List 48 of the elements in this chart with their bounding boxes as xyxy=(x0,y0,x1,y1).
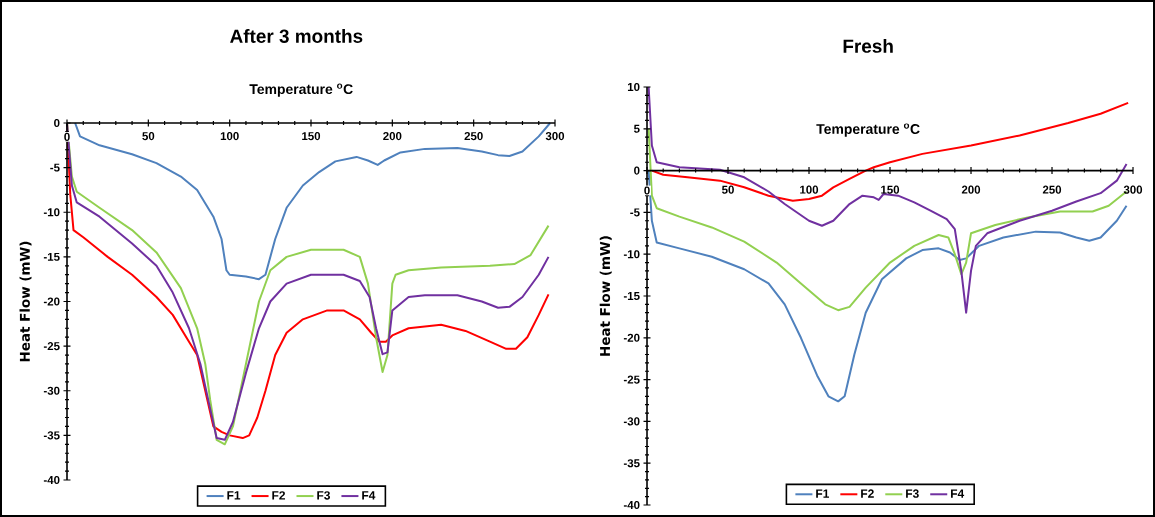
x-tick-label: 300 xyxy=(1123,185,1143,194)
x-tick-label: 250 xyxy=(1042,185,1062,194)
y-tick-label: -5 xyxy=(630,208,640,217)
y-tick-label: -20 xyxy=(623,333,640,342)
x-tick-label: 300 xyxy=(545,132,565,141)
y-tick-label: -25 xyxy=(623,375,640,384)
y-axis-title: Heat Flow (mW) xyxy=(599,236,612,356)
y-tick-label: -30 xyxy=(623,417,640,426)
legend-label: F2 xyxy=(272,491,286,500)
x-tick-label: 100 xyxy=(800,185,819,194)
y-tick-label: -35 xyxy=(43,431,60,440)
y-tick-label: -40 xyxy=(623,500,640,510)
legend-label: F3 xyxy=(906,489,919,498)
y-tick-label: -30 xyxy=(43,386,60,395)
y-tick-label: 5 xyxy=(633,124,640,133)
x-tick-label: 50 xyxy=(722,185,734,194)
y-tick-label: 0 xyxy=(54,118,60,128)
y-tick-label: -15 xyxy=(43,252,60,261)
x-tick-label: 200 xyxy=(961,185,981,194)
legend-label: F2 xyxy=(861,489,874,498)
x-tick-label: 0 xyxy=(644,186,650,195)
x-tick-label: 150 xyxy=(881,185,900,194)
chart-title: Fresh xyxy=(843,38,893,53)
y-tick-label: -25 xyxy=(43,342,60,351)
x-tick-label: 250 xyxy=(464,132,483,141)
y-tick-label: 10 xyxy=(627,82,640,92)
legend-label: F1 xyxy=(816,489,830,498)
y-tick-label: -5 xyxy=(50,163,60,172)
x-tick-label: 0 xyxy=(64,132,70,141)
x-tick-label: 200 xyxy=(383,132,402,141)
x-tick-label: 50 xyxy=(142,132,155,141)
y-tick-label: -35 xyxy=(623,459,640,468)
legend-label: F4 xyxy=(951,489,965,498)
y-tick-label: -15 xyxy=(623,292,640,300)
x-axis-title: Temperature $^{o}$C xyxy=(249,83,353,97)
x-tick-label: 150 xyxy=(302,132,321,141)
y-tick-label: -10 xyxy=(623,250,640,259)
y-tick-label: -40 xyxy=(43,475,60,485)
legend-label: F3 xyxy=(317,491,331,500)
x-tick-label: 100 xyxy=(220,132,239,141)
y-axis-title: Heat Flow (mW) xyxy=(19,241,32,362)
y-tick-label: 0 xyxy=(634,166,640,175)
y-tick-label: -20 xyxy=(43,297,60,306)
y-tick-label: -10 xyxy=(43,208,60,217)
chart-title: After 3 months xyxy=(230,29,363,43)
x-axis-title: Temperature $^{o}$C xyxy=(816,123,920,137)
legend-label: F4 xyxy=(362,491,376,500)
legend-label: F1 xyxy=(227,491,241,500)
